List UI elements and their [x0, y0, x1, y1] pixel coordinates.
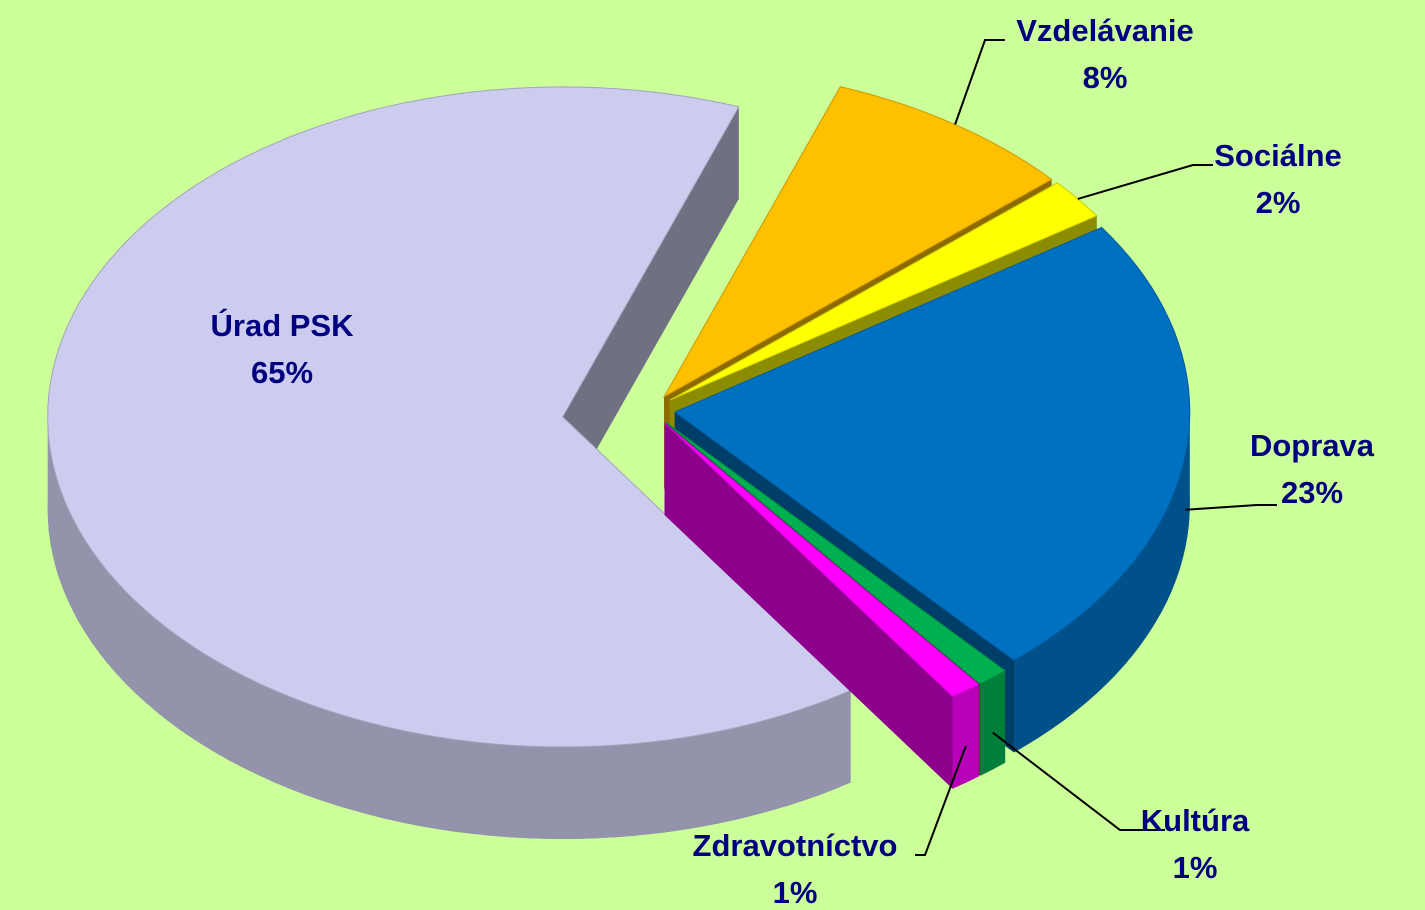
slice: [47, 86, 852, 748]
slice: [47, 86, 852, 839]
slice-value-label: 1%: [1173, 850, 1218, 885]
slice-wall: [47, 416, 851, 839]
slice-value-label: 23%: [1281, 475, 1343, 510]
leader-line: [992, 731, 1165, 831]
slice-value-label: 1%: [773, 875, 818, 910]
slice-side: [562, 106, 739, 509]
slice-wall: [980, 670, 1006, 776]
slice-label: Sociálne: [1214, 138, 1342, 173]
slice: [662, 86, 1053, 399]
slice-value-label: 65%: [251, 355, 313, 390]
slice-label: Doprava: [1250, 428, 1375, 463]
slice: [664, 422, 980, 698]
slice-value-label: 2%: [1256, 185, 1301, 220]
slice: [673, 226, 1191, 661]
slice-value-label: 8%: [1083, 60, 1128, 95]
slice-label: Úrad PSK: [211, 307, 355, 343]
leader-line: [915, 745, 967, 856]
leader-line: [954, 39, 1005, 125]
leader-line: [1077, 164, 1213, 200]
slice-label: Vzdelávanie: [1016, 13, 1193, 48]
slice-label: Zdravotníctvo: [693, 828, 898, 863]
leader-line: [1185, 504, 1277, 511]
slice-side: [664, 423, 953, 789]
slice: [664, 422, 980, 789]
slice: [665, 421, 1007, 685]
slice-label: Kultúra: [1141, 803, 1250, 838]
slice-wall: [1014, 412, 1190, 753]
